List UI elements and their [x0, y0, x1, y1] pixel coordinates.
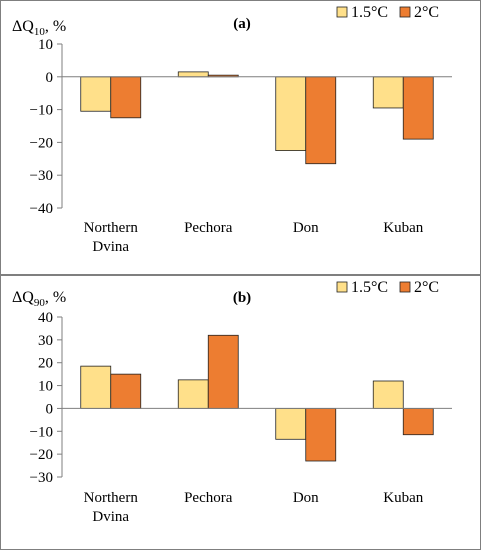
panel-label: (b) [233, 290, 251, 306]
y-tick-label: −10 [30, 424, 53, 440]
legend-swatch [399, 6, 411, 18]
bar-series2 [305, 76, 337, 165]
y-tick-label: 0 [46, 70, 54, 86]
category-label: Don [293, 220, 319, 236]
y-tick-label: 30 [38, 333, 53, 349]
category-label: Dvina [92, 509, 129, 525]
category-label: Dvina [92, 239, 129, 255]
bar-series1 [275, 408, 307, 440]
y-tick-label: −30 [30, 168, 53, 184]
bar-series1 [275, 76, 307, 152]
panel-label: (a) [233, 16, 251, 32]
category-label: Don [293, 490, 319, 506]
category-label: Northern [84, 490, 139, 506]
chart-panel-1: 40 30 20 10 0 −10 −20 −30 Northern Dvina Pechora Do… [0, 275, 481, 550]
y-tick-label: 0 [46, 401, 54, 417]
y-tick-label: −10 [30, 103, 53, 119]
y-tick-label: −20 [30, 447, 53, 463]
bar-series1 [372, 76, 404, 109]
bar-series2 [402, 408, 434, 436]
legend-label: 2°C [414, 279, 439, 296]
bar-series1 [80, 76, 112, 112]
y-tick-label: 10 [38, 37, 53, 53]
category-label: Northern [84, 220, 139, 236]
category-label: Kuban [383, 490, 423, 506]
legend-swatch [336, 281, 348, 293]
y-tick-label: −20 [30, 135, 53, 151]
bar-series1 [372, 380, 404, 409]
bar-series2 [110, 76, 142, 119]
bar-series2 [110, 373, 142, 409]
y-tick-label: 10 [38, 379, 53, 395]
bar-series1 [177, 379, 209, 409]
y-tick-label: −40 [30, 201, 53, 217]
y-tick-label: 40 [38, 310, 53, 326]
bar-series1 [177, 71, 209, 78]
bar-series2 [207, 334, 239, 409]
legend-label: 2°C [414, 4, 439, 21]
y-tick-label: −30 [30, 470, 53, 486]
legend-label: 1.5°C [351, 4, 388, 21]
legend-label: 1.5°C [351, 279, 388, 296]
legend-swatch [399, 281, 411, 293]
bar-series2 [402, 76, 434, 140]
y-axis-label: ΔQ10, % [12, 18, 66, 38]
category-label: Pechora [184, 490, 233, 506]
legend-swatch [336, 6, 348, 18]
y-axis-label: ΔQ90, % [12, 289, 66, 309]
bar-series2 [305, 408, 337, 462]
y-tick-label: 20 [38, 356, 53, 372]
category-label: Pechora [184, 220, 233, 236]
chart-panel-0: 10 0 −10 −20 −30 −40 Northern Dvina Pechora Don Ku… [0, 0, 481, 275]
bar-series1 [80, 365, 112, 409]
category-label: Kuban [383, 220, 423, 236]
